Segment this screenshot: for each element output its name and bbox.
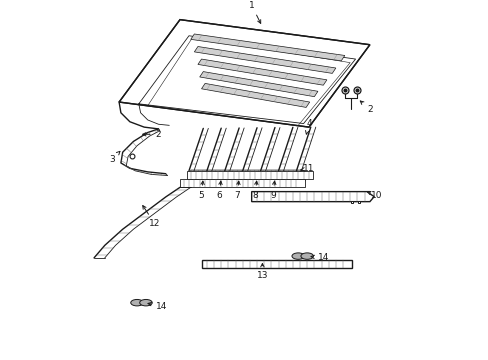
Text: 1: 1: [248, 1, 260, 23]
Ellipse shape: [300, 253, 313, 259]
Text: 8: 8: [252, 181, 258, 200]
Text: 2: 2: [142, 130, 161, 139]
Text: 7: 7: [234, 181, 240, 200]
Polygon shape: [198, 59, 326, 85]
Polygon shape: [201, 260, 351, 267]
Text: 2: 2: [360, 101, 372, 114]
Polygon shape: [180, 179, 305, 187]
Ellipse shape: [130, 300, 143, 306]
Text: 3: 3: [109, 151, 120, 164]
Polygon shape: [187, 171, 312, 179]
Polygon shape: [119, 20, 369, 127]
Text: 9: 9: [270, 181, 275, 200]
Polygon shape: [199, 72, 317, 97]
Text: 10: 10: [366, 191, 382, 200]
Polygon shape: [201, 84, 309, 107]
Polygon shape: [194, 46, 335, 73]
Polygon shape: [190, 170, 301, 179]
Text: 4: 4: [305, 119, 311, 134]
Text: 14: 14: [148, 302, 167, 311]
Ellipse shape: [140, 300, 152, 306]
Text: 11: 11: [300, 164, 314, 173]
Polygon shape: [190, 34, 344, 61]
Text: 14: 14: [310, 253, 328, 262]
Text: 12: 12: [142, 206, 160, 228]
Text: 6: 6: [216, 181, 222, 200]
Polygon shape: [251, 192, 373, 202]
Ellipse shape: [291, 253, 304, 259]
Text: 13: 13: [256, 264, 267, 280]
Text: 5: 5: [198, 181, 204, 200]
